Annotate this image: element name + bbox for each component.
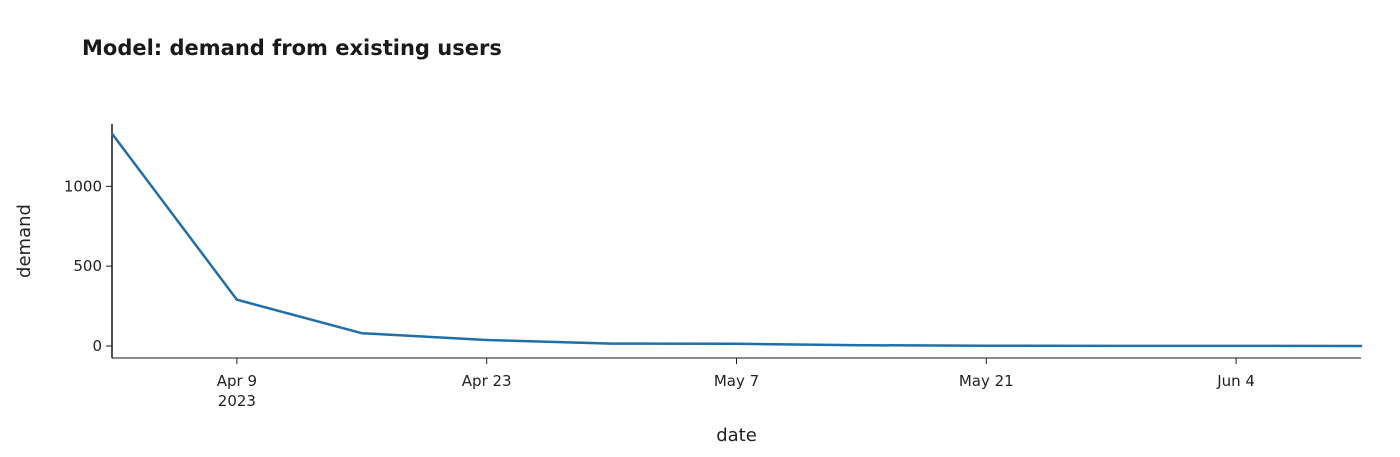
x-tick-label: Apr 23: [462, 372, 512, 390]
x-tick-label: May 21: [959, 372, 1014, 390]
y-tick-label: 1000: [64, 177, 102, 195]
x-tick-label: Apr 9: [217, 372, 257, 390]
x-tick-sublabel: 2023: [218, 392, 256, 410]
chart-title-prefix: Model:: [82, 36, 163, 60]
y-axis-title: demand: [14, 204, 35, 278]
y-axis-ticks: 0 500 1000: [64, 177, 112, 355]
x-tick-label: May 7: [714, 372, 759, 390]
y-tick-label: 0: [92, 337, 102, 355]
x-tick-label: Jun 4: [1216, 372, 1255, 390]
x-axis-ticks: Apr 9 2023 Apr 23 May 7 May 21 Jun 4: [217, 358, 1255, 410]
chart-title-text: demand from existing users: [169, 36, 502, 60]
x-axis-title: date: [716, 425, 757, 446]
chart-title: Model: demand from existing users: [82, 36, 502, 60]
series-group: [110, 132, 1363, 348]
y-tick-label: 500: [73, 257, 102, 275]
series-line: [110, 132, 1363, 348]
